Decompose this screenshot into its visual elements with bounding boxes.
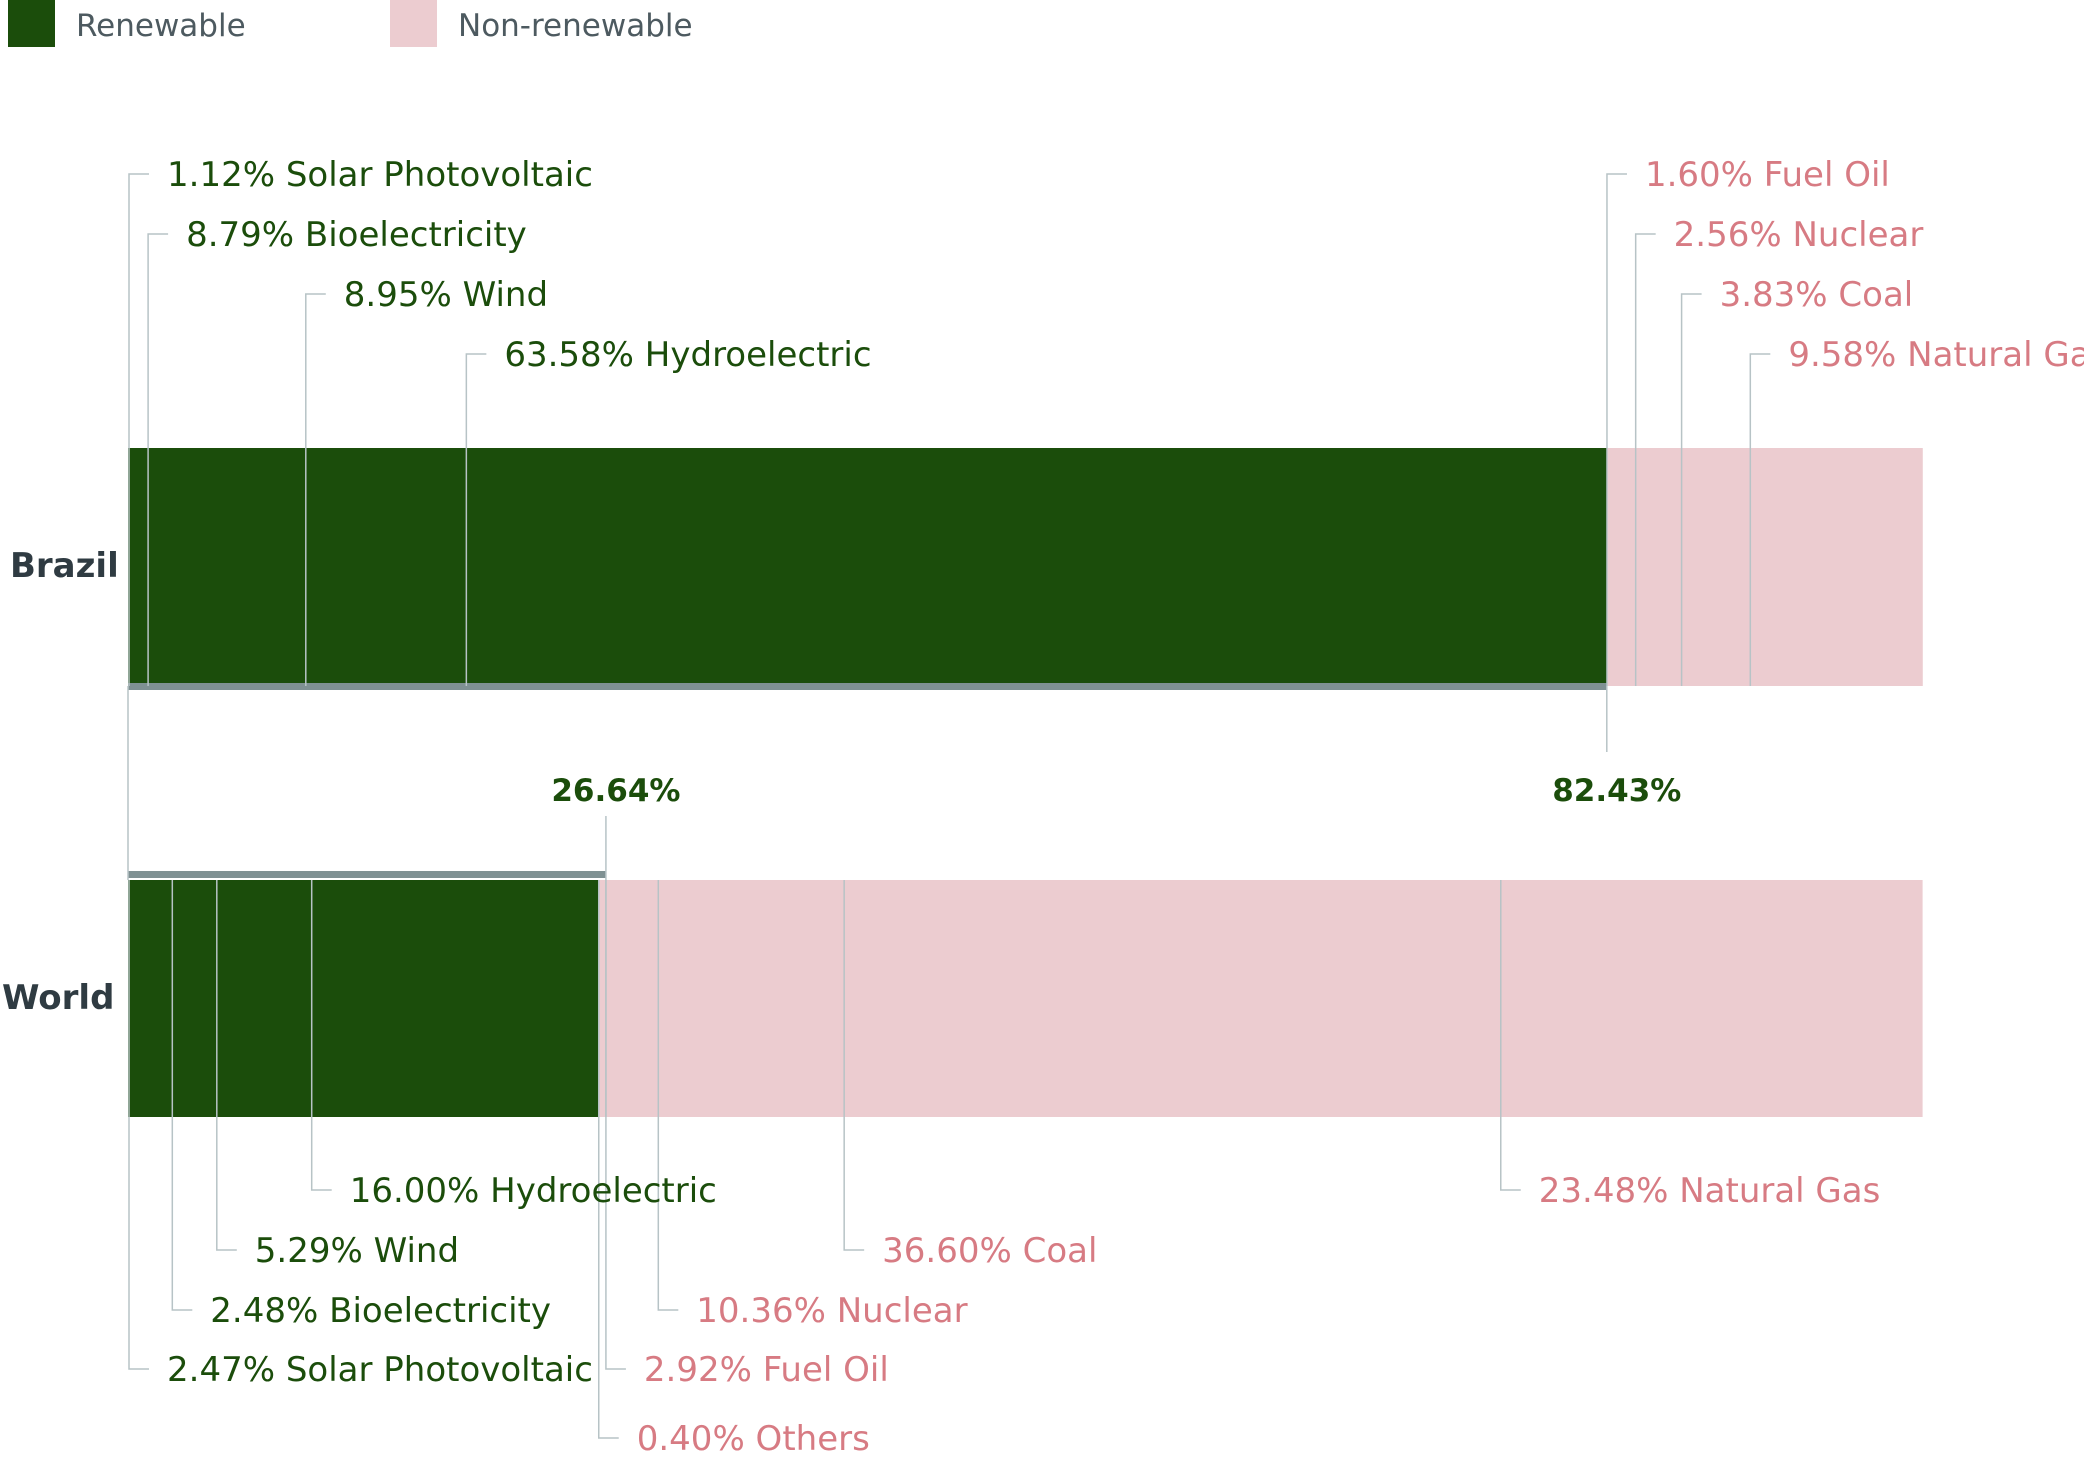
- leader-line-world-5-29-wind: [216, 880, 237, 1251]
- row-label-brazil: Brazil: [10, 546, 119, 586]
- segment-label-world-10-36-nuclear: 10.36% Nuclear: [696, 1291, 967, 1331]
- leader-line-brazil-63-58-hydroelectric: [465, 353, 487, 686]
- segment-label-world-5-29-wind: 5.29% Wind: [255, 1231, 459, 1271]
- segment-label-brazil-1-12-solar-photovoltaic: 1.12% Solar Photovoltaic: [167, 155, 593, 195]
- renewable-total-label-brazil: 82.43%: [1552, 773, 1681, 809]
- leader-line-world-2-92-fuel-oil: [605, 880, 626, 1370]
- leader-line-world-10-36-nuclear: [657, 880, 679, 1311]
- segment-label-world-2-48-bioelectricity: 2.48% Bioelectricity: [210, 1291, 551, 1331]
- row-label-world: World: [2, 978, 114, 1018]
- segment-label-world-2-47-solar-photovoltaic: 2.47% Solar Photovoltaic: [167, 1350, 593, 1390]
- leader-line-world-2-48-bioelectricity: [171, 880, 193, 1311]
- legend: Renewable Non-renewable: [8, 0, 693, 47]
- leader-line-brazil-8-79-bioelectricity: [147, 233, 169, 686]
- bar-segment-brazil-8-95-wind: [305, 448, 467, 686]
- bar-segment-world-10-36-nuclear: [658, 880, 845, 1117]
- legend-swatch-renewable: [8, 0, 55, 47]
- renewable-total-bar-world: [128, 871, 606, 878]
- segment-label-brazil-63-58-hydroelectric: 63.58% Hydroelectric: [504, 335, 871, 375]
- segment-label-world-16-00-hydroelectric: 16.00% Hydroelectric: [350, 1171, 717, 1211]
- segment-label-brazil-8-95-wind: 8.95% Wind: [344, 275, 548, 315]
- bars: [128, 448, 1923, 1117]
- leader-lines: [127, 173, 1771, 1439]
- leader-line-world-0-40-others: [597, 880, 619, 1439]
- bar-segment-world-5-29-wind: [216, 880, 313, 1117]
- leader-line-brazil-2-56-nuclear: [1634, 233, 1656, 686]
- segment-label-world-36-60-coal: 36.60% Coal: [882, 1231, 1097, 1271]
- bar-segment-brazil-9-58-natural-gas: [1750, 448, 1923, 686]
- segment-label-world-2-92-fuel-oil: 2.92% Fuel Oil: [644, 1350, 889, 1390]
- legend-label-non-renewable: Non-renewable: [458, 8, 693, 44]
- leader-line-world-16-00-hydroelectric: [310, 880, 332, 1191]
- bar-segment-world-2-47-solar-photovoltaic: [128, 880, 173, 1117]
- bar-segment-world-16-00-hydroelectric: [311, 880, 600, 1117]
- leader-line-world-23-48-natural-gas: [1500, 880, 1521, 1191]
- leader-line-brazil-9-58-natural-gas: [1749, 353, 1771, 686]
- bar-segment-world-2-92-fuel-oil: [605, 880, 659, 1117]
- leader-line-brazil-1-12-solar-photovoltaic: [128, 173, 149, 686]
- legend-label-renewable: Renewable: [76, 8, 246, 44]
- segment-label-brazil-2-56-nuclear: 2.56% Nuclear: [1674, 215, 1924, 255]
- segment-label-brazil-1-60-fuel-oil: 1.60% Fuel Oil: [1645, 155, 1890, 195]
- segment-label-brazil-9-58-natural-gas: 9.58% Natural Gas: [1788, 335, 2084, 375]
- leader-line-world-2-47-solar-photovoltaic: [128, 880, 149, 1370]
- bar-segment-brazil-63-58-hydroelectric: [466, 448, 1608, 686]
- segment-label-world-23-48-natural-gas: 23.48% Natural Gas: [1539, 1171, 1881, 1211]
- bar-segment-brazil-1-60-fuel-oil: [1606, 448, 1637, 686]
- segment-labels: 82.43% 1.12% Solar Photovoltaic 8.79% Bioe…: [167, 155, 2084, 1459]
- segment-label-brazil-8-79-bioelectricity: 8.79% Bioelectricity: [186, 215, 527, 255]
- bar-segment-world-23-48-natural-gas: [1500, 880, 1923, 1117]
- leader-line-brazil-1-60-fuel-oil: [1606, 173, 1627, 686]
- renewable-total-label-world: 26.64%: [551, 773, 680, 809]
- segment-label-brazil-3-83-coal: 3.83% Coal: [1720, 275, 1914, 315]
- leader-line-world-36-60-coal: [843, 880, 865, 1251]
- legend-swatch-non-renewable: [390, 0, 437, 47]
- bar-segment-world-36-60-coal: [844, 880, 1502, 1117]
- segment-label-world-0-40-others: 0.40% Others: [637, 1419, 870, 1459]
- leader-line-brazil-8-95-wind: [305, 293, 326, 686]
- bar-segment-brazil-2-56-nuclear: [1635, 448, 1683, 686]
- bar-segment-brazil-8-79-bioelectricity: [148, 448, 307, 686]
- bar-segment-world-2-48-bioelectricity: [172, 880, 218, 1117]
- bar-segment-world-0-40-others: [598, 880, 607, 1117]
- leader-line-brazil-3-83-coal: [1680, 293, 1702, 686]
- bar-segment-brazil-1-12-solar-photovoltaic: [128, 448, 149, 686]
- bar-segment-brazil-3-83-coal: [1681, 448, 1751, 686]
- renewable-total-bar-brazil: [128, 683, 1607, 690]
